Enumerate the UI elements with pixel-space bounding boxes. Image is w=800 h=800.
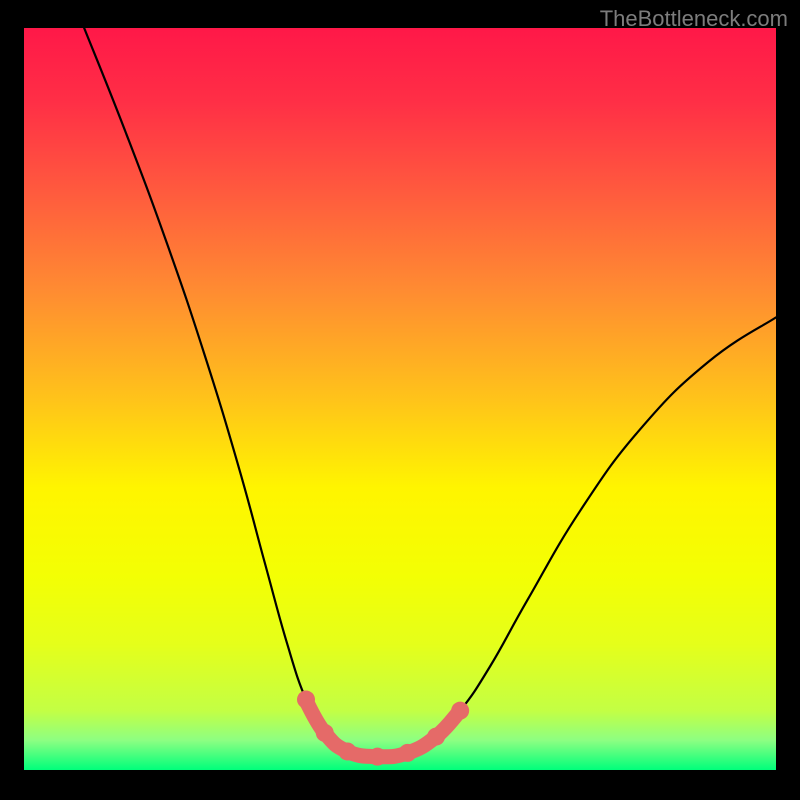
valley-highlight-dot — [316, 724, 334, 742]
valley-highlight-dot — [451, 702, 469, 720]
valley-highlight-dot — [338, 742, 356, 760]
valley-highlight-dot — [399, 744, 417, 762]
curve-overlay-svg — [0, 0, 800, 800]
watermark-text: TheBottleneck.com — [600, 6, 788, 32]
valley-highlight-dot — [368, 748, 386, 766]
valley-highlight-dot — [297, 691, 315, 709]
bottleneck-curve — [84, 28, 776, 755]
chart-container: TheBottleneck.com — [0, 0, 800, 800]
valley-highlight-dot — [427, 728, 445, 746]
